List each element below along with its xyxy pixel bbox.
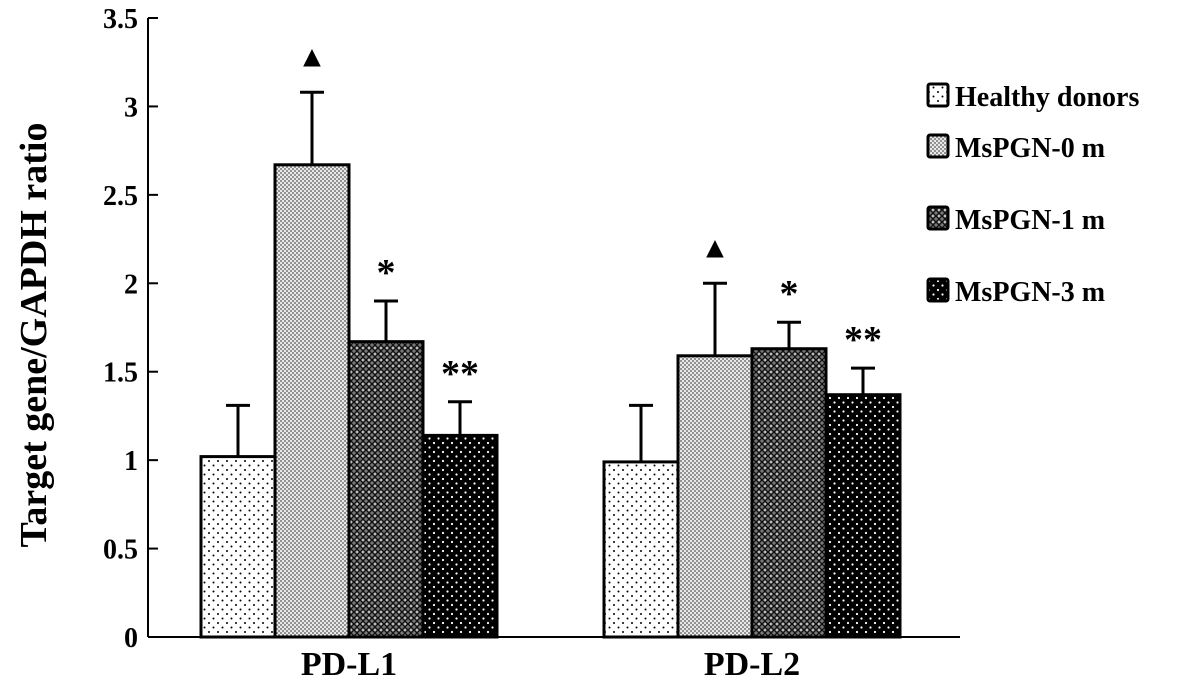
legend-swatch [926, 205, 950, 231]
legend-label: MsPGN-1 m [955, 205, 1105, 236]
y-axis-label: Target gene/GAPDH ratio [13, 123, 55, 548]
bar-pd-l1-3 [421, 433, 499, 639]
legend: Healthy donors MsPGN-0 m MsPGN-1 m MsPGN-3 … [926, 82, 1139, 308]
bar-pd-l1-0 [199, 455, 277, 639]
significance-marker: ▲ [297, 40, 327, 73]
bar-pd-l1-1 [273, 163, 351, 639]
significance-marker: ▲ [700, 231, 730, 264]
bar-pd-l2-2 [750, 347, 828, 639]
legend-label: MsPGN-3 m [955, 277, 1105, 308]
y-tick-label: 2.5 [103, 181, 138, 212]
legend-label: MsPGN-0 m [955, 133, 1105, 164]
legend-swatch [926, 82, 950, 108]
y-tick-label: 3.5 [103, 4, 138, 35]
y-tick-label: 1 [124, 446, 138, 477]
significance-marker: * [780, 273, 799, 315]
significance-marker: ** [844, 319, 882, 361]
significance-marker: ** [441, 353, 479, 395]
x-tick-label: PD-L2 [704, 646, 800, 681]
y-tick-label: 0.5 [103, 535, 138, 566]
significance-marker: * [377, 252, 396, 294]
bar-pd-l2-1 [676, 354, 754, 639]
legend-swatch [926, 133, 950, 159]
y-tick-label: 0 [124, 623, 138, 654]
bar-pd-l2-3 [824, 393, 902, 639]
bar-pd-l2-0 [602, 460, 680, 639]
y-tick-label: 3 [124, 92, 138, 123]
legend-label: Healthy donors [955, 82, 1139, 113]
y-tick-label: 1.5 [103, 358, 138, 389]
bar-pd-l1-2 [347, 340, 425, 639]
y-tick-label: 2 [124, 269, 138, 300]
x-tick-label: PD-L1 [301, 646, 397, 681]
legend-swatch [926, 277, 950, 303]
